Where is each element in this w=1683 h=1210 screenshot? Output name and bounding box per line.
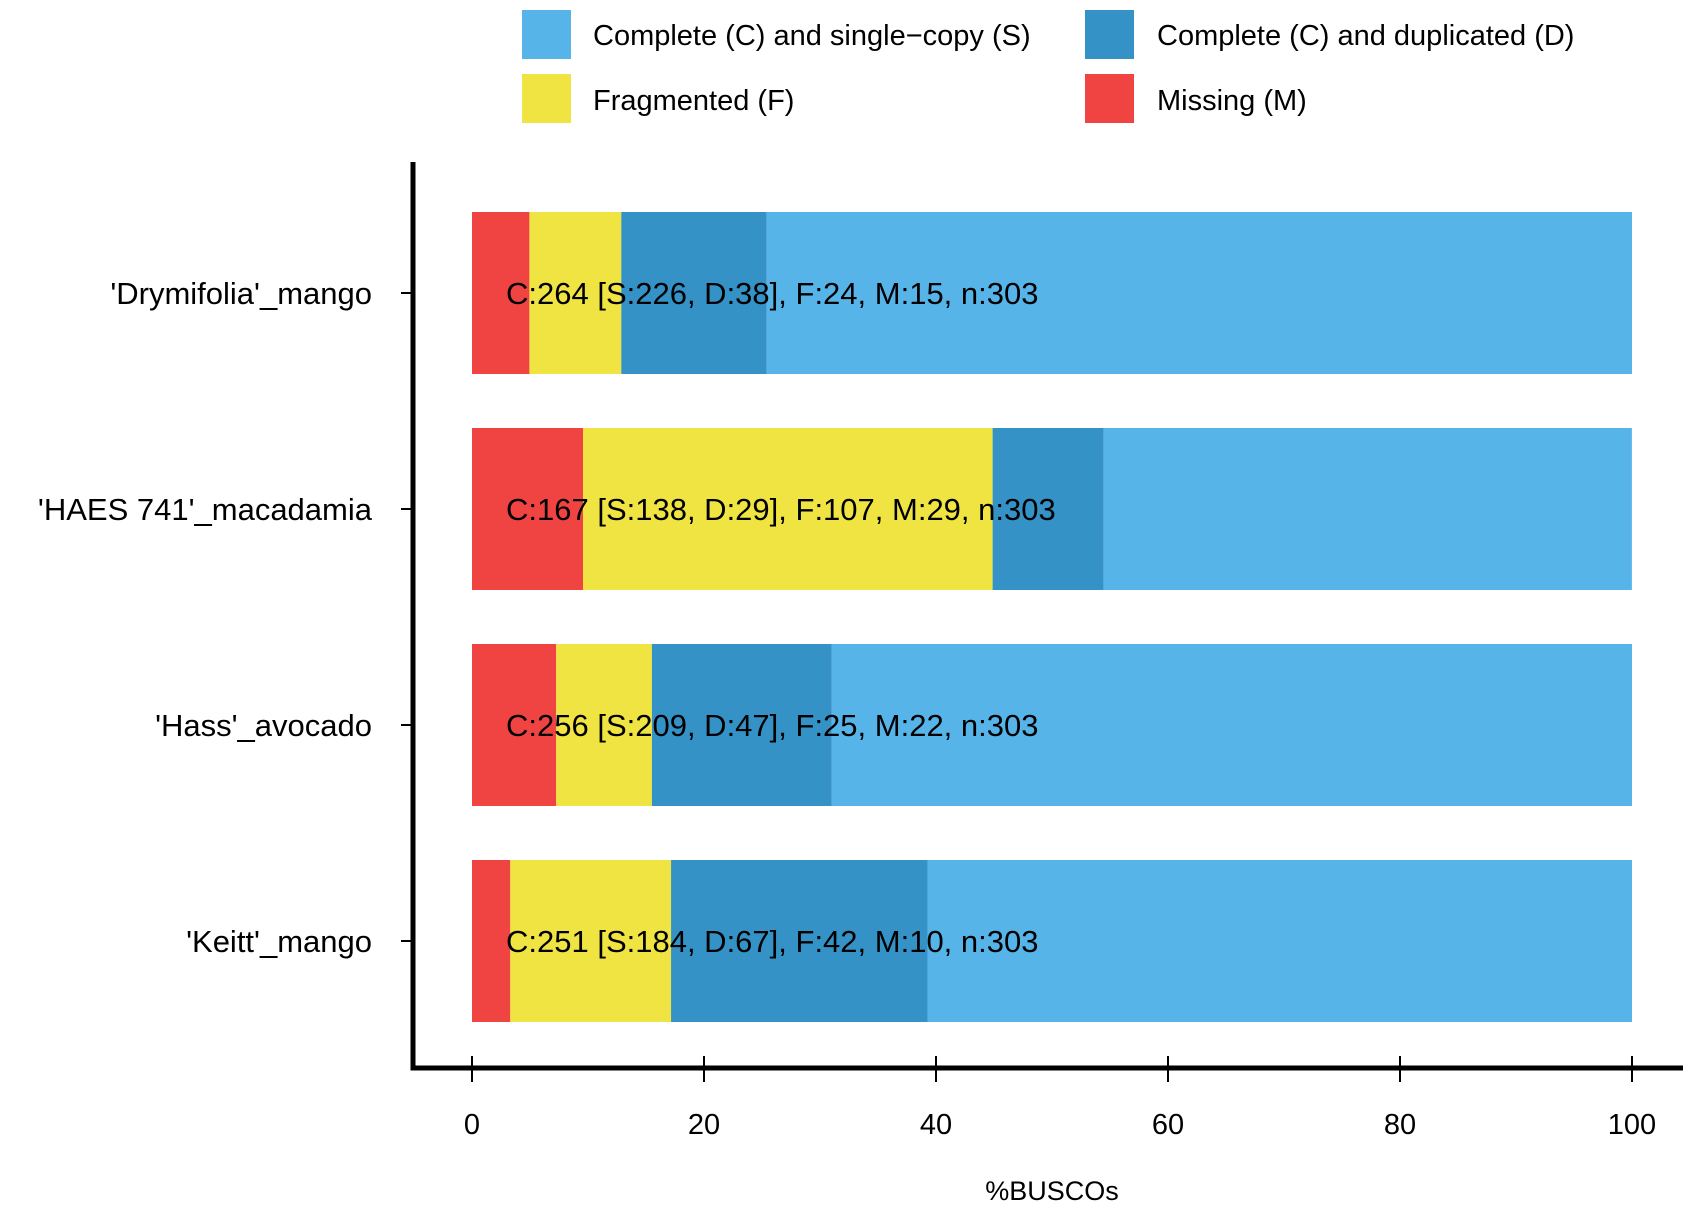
bar-segment-M-3 [472, 860, 511, 1022]
axes: 0 20 40 60 80 100 [401, 162, 1683, 1141]
bar-segment-F-3 [510, 860, 672, 1022]
bar-segment-D-0 [621, 212, 767, 374]
category-label-1: 'HAES 741'_macadamia [38, 492, 373, 527]
x-tick-label-5: 100 [1608, 1109, 1656, 1141]
x-tick-label-2: 40 [920, 1109, 952, 1141]
legend-swatch-S [522, 10, 571, 59]
x-tick-label-3: 60 [1152, 1109, 1184, 1141]
legend-swatch-D [1085, 10, 1134, 59]
legend: Complete (C) and single−copy (S) Complete… [522, 10, 1574, 123]
bar-segment-M-0 [472, 212, 530, 374]
bar-segment-D-2 [651, 644, 832, 806]
legend-swatch-F [522, 74, 571, 123]
bar-segment-M-1 [472, 428, 584, 590]
category-label-0: 'Drymifolia'_mango [110, 276, 372, 311]
category-label-3: 'Keitt'_mango [186, 924, 372, 959]
bar-segment-F-1 [583, 428, 993, 590]
bar-label-1: C:167 [S:138, D:29], F:107, M:29, n:303 [506, 492, 1056, 527]
legend-label-F: Fragmented (F) [593, 85, 794, 117]
bar-segment-S-2 [831, 644, 1632, 806]
bar-segment-F-2 [556, 644, 652, 806]
bar-segment-S-1 [1103, 428, 1632, 590]
legend-label-D: Complete (C) and duplicated (D) [1157, 20, 1574, 52]
bar-label-3: C:251 [S:184, D:67], F:42, M:10, n:303 [506, 924, 1038, 959]
bar-segment-D-3 [671, 860, 928, 1022]
x-tick-label-0: 0 [464, 1109, 480, 1141]
legend-label-S: Complete (C) and single−copy (S) [593, 20, 1031, 52]
bar-segment-F-0 [529, 212, 622, 374]
bar-segment-M-2 [472, 644, 557, 806]
legend-swatch-M [1085, 74, 1134, 123]
x-tick-label-1: 20 [688, 1109, 720, 1141]
bars: C:264 [S:226, D:38], F:24, M:15, n:303 'D… [38, 212, 1632, 1022]
legend-label-M: Missing (M) [1157, 85, 1307, 117]
x-tick-label-4: 80 [1384, 1109, 1416, 1141]
bar-segment-S-0 [766, 212, 1632, 374]
bar-label-2: C:256 [S:209, D:47], F:25, M:22, n:303 [506, 708, 1038, 743]
bar-segment-S-3 [927, 860, 1632, 1022]
x-axis-title: %BUSCOs [985, 1176, 1119, 1205]
category-label-2: 'Hass'_avocado [155, 708, 372, 743]
bar-label-0: C:264 [S:226, D:38], F:24, M:15, n:303 [506, 276, 1038, 311]
bar-segment-D-1 [992, 428, 1104, 590]
